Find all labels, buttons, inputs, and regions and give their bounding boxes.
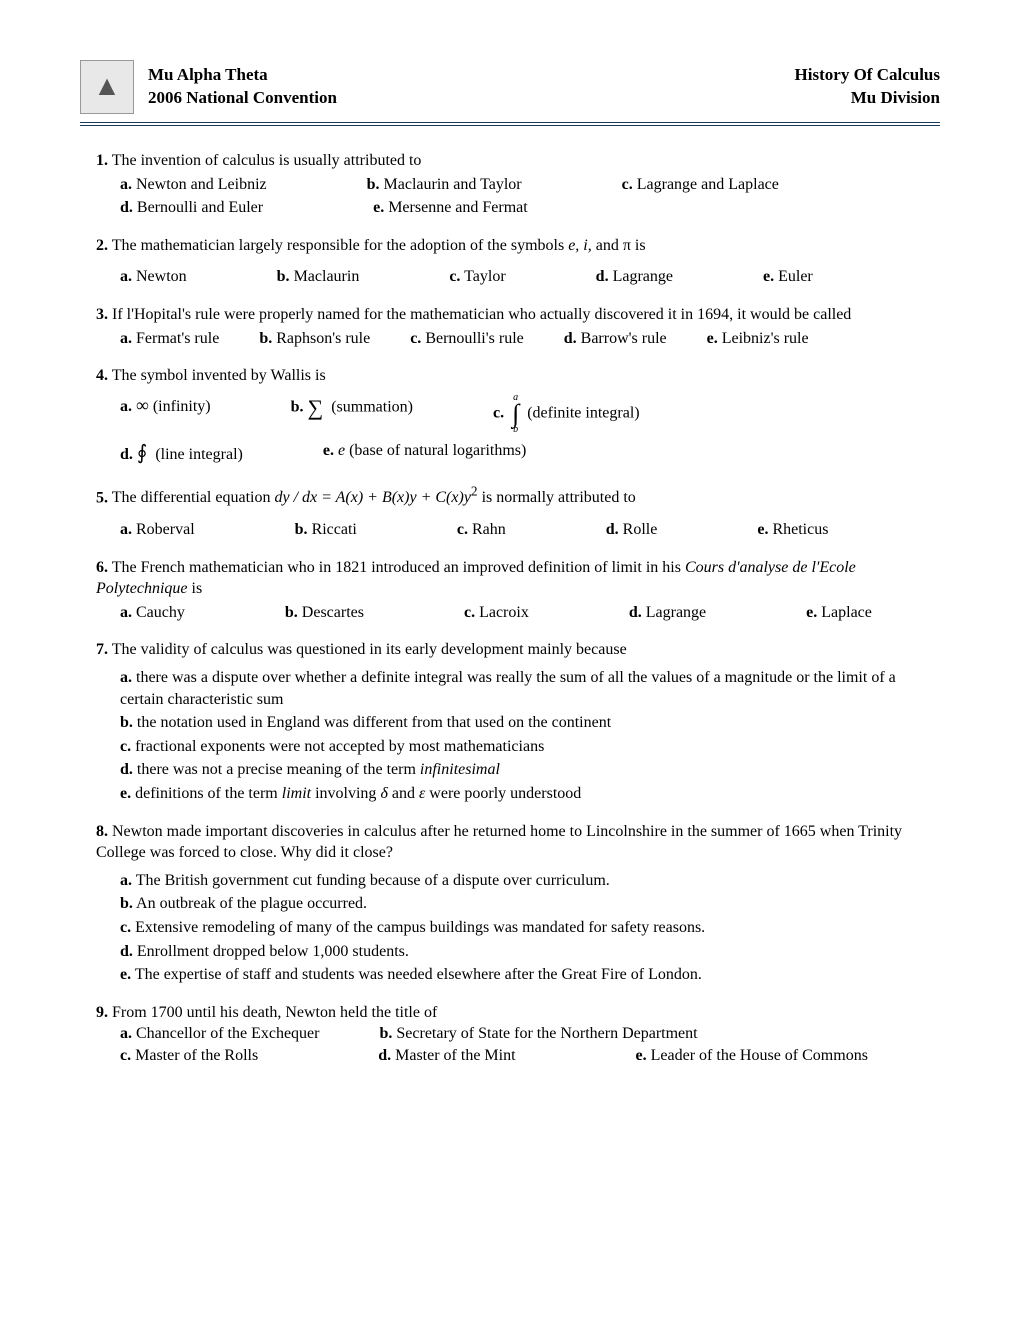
- q6-num: 6.: [96, 559, 108, 576]
- q9-row1: a. Chancellor of the Exchequer b. Secret…: [120, 1023, 940, 1045]
- q8-c: c. Extensive remodeling of many of the c…: [120, 917, 940, 939]
- q6-c: c. Lacroix: [464, 602, 529, 624]
- header-text: Mu Alpha Theta 2006 National Convention …: [148, 64, 940, 110]
- q7-c: c. fractional exponents were not accepte…: [120, 736, 940, 758]
- header-right: History Of Calculus Mu Division: [795, 64, 940, 110]
- q9-num: 9.: [96, 1004, 108, 1021]
- q4-stem: The symbol invented by Wallis is: [112, 367, 326, 384]
- q3-num: 3.: [96, 306, 108, 323]
- q1-stem: The invention of calculus is usually att…: [112, 152, 422, 169]
- q4-e: e. e (base of natural logarithms): [323, 440, 527, 467]
- q2-a: a. Newton: [120, 266, 187, 288]
- q8-d: d. Enrollment dropped below 1,000 studen…: [120, 941, 940, 963]
- q9-e: e. Leader of the House of Commons: [636, 1045, 868, 1067]
- q4-b: b. ∑ (summation): [291, 393, 413, 434]
- q4-a: a. ∞ (infinity): [120, 393, 211, 434]
- header-left: Mu Alpha Theta 2006 National Convention: [148, 64, 337, 110]
- q9-d: d. Master of the Mint: [378, 1045, 515, 1067]
- page-header: ▲ Mu Alpha Theta 2006 National Conventio…: [80, 60, 940, 126]
- logo-icon: ▲: [80, 60, 134, 114]
- test-title: History Of Calculus: [795, 64, 940, 87]
- q9-c: c. Master of the Rolls: [120, 1045, 258, 1067]
- q3-a: a. Fermat's rule: [120, 328, 219, 350]
- q5-d: d. Rolle: [606, 519, 658, 541]
- q5-c: c. Rahn: [457, 519, 506, 541]
- q3-b: b. Raphson's rule: [259, 328, 370, 350]
- q6-stem: The French mathematician who in 1821 int…: [96, 559, 856, 598]
- q2-c: c. Taylor: [449, 266, 505, 288]
- question-5: 5. The differential equation dy / dx = A…: [80, 483, 940, 541]
- q8-stem: Newton made important discoveries in cal…: [96, 823, 902, 862]
- q7-b: b. the notation used in England was diff…: [120, 712, 940, 734]
- question-8: 8. Newton made important discoveries in …: [80, 821, 940, 986]
- org-name: Mu Alpha Theta: [148, 64, 337, 87]
- q3-c: c. Bernoulli's rule: [410, 328, 524, 350]
- q1-e: e. Mersenne and Fermat: [373, 197, 528, 219]
- q4-d: d. ∮ (line integral): [120, 440, 243, 467]
- question-7: 7. The validity of calculus was question…: [80, 639, 940, 804]
- q3-options: a. Fermat's rule b. Raphson's rule c. Be…: [96, 328, 940, 350]
- q2-stem: The mathematician largely responsible fo…: [112, 237, 646, 254]
- q5-options: a. Roberval b. Riccati c. Rahn d. Rolle …: [96, 519, 940, 541]
- q8-num: 8.: [96, 823, 108, 840]
- event-name: 2006 National Convention: [148, 87, 337, 110]
- q9-a: a. Chancellor of the Exchequer: [120, 1023, 319, 1045]
- question-2: 2. The mathematician largely responsible…: [80, 235, 940, 288]
- division: Mu Division: [795, 87, 940, 110]
- q9-b: b. Secretary of State for the Northern D…: [379, 1023, 697, 1045]
- q3-d: d. Barrow's rule: [564, 328, 667, 350]
- q8-b: b. An outbreak of the plague occurred.: [120, 893, 940, 915]
- q4-row2: d. ∮ (line integral) e. e (base of natur…: [96, 440, 940, 467]
- q1-a: a. Newton and Leibniz: [120, 174, 267, 196]
- question-9: 9. From 1700 until his death, Newton hel…: [80, 1002, 940, 1067]
- q2-num: 2.: [96, 237, 108, 254]
- q3-e: e. Leibniz's rule: [707, 328, 809, 350]
- q1-c: c. Lagrange and Laplace: [622, 174, 779, 196]
- q7-a: a. there was a dispute over whether a de…: [120, 667, 940, 710]
- q2-b: b. Maclaurin: [277, 266, 360, 288]
- q1-num: 1.: [96, 152, 108, 169]
- integral-icon: a ∫ b: [512, 393, 519, 434]
- q7-options: a. there was a dispute over whether a de…: [96, 667, 940, 805]
- q8-options: a. The British government cut funding be…: [96, 870, 940, 986]
- q4-row1: a. ∞ (infinity) b. ∑ (summation) c. a ∫ …: [96, 393, 940, 434]
- q6-d: d. Lagrange: [629, 602, 706, 624]
- question-1: 1. The invention of calculus is usually …: [80, 150, 940, 219]
- q1-b: b. Maclaurin and Taylor: [367, 174, 522, 196]
- q6-a: a. Cauchy: [120, 602, 185, 624]
- q6-options: a. Cauchy b. Descartes c. Lacroix d. Lag…: [96, 602, 940, 624]
- q9-row2: c. Master of the Rolls d. Master of the …: [120, 1045, 940, 1067]
- q4-num: 4.: [96, 367, 108, 384]
- q9-options: a. Chancellor of the Exchequer b. Secret…: [96, 1023, 940, 1066]
- q5-b: b. Riccati: [295, 519, 357, 541]
- q1-d: d. Bernoulli and Euler: [120, 197, 263, 219]
- q3-stem: If l'Hopital's rule were properly named …: [112, 306, 851, 323]
- q2-e: e. Euler: [763, 266, 813, 288]
- q9-stem: From 1700 until his death, Newton held t…: [112, 1004, 437, 1021]
- q7-d: d. there was not a precise meaning of th…: [120, 759, 940, 781]
- q5-stem: The differential equation dy / dx = A(x)…: [112, 489, 636, 506]
- q1-options-2: d. Bernoulli and Euler e. Mersenne and F…: [96, 197, 940, 219]
- q7-stem: The validity of calculus was questioned …: [112, 641, 627, 658]
- q2-options: a. Newton b. Maclaurin c. Taylor d. Lagr…: [96, 266, 940, 288]
- q7-num: 7.: [96, 641, 108, 658]
- question-3: 3. If l'Hopital's rule were properly nam…: [80, 304, 940, 349]
- q4-c: c. a ∫ b (definite integral): [493, 393, 640, 434]
- q5-e: e. Rheticus: [757, 519, 828, 541]
- q1-options: a. Newton and Leibniz b. Maclaurin and T…: [96, 174, 940, 196]
- q8-e: e. The expertise of staff and students w…: [120, 964, 940, 986]
- question-4: 4. The symbol invented by Wallis is a. ∞…: [80, 365, 940, 467]
- q6-e: e. Laplace: [806, 602, 872, 624]
- q5-a: a. Roberval: [120, 519, 195, 541]
- q6-b: b. Descartes: [285, 602, 364, 624]
- q2-d: d. Lagrange: [596, 266, 673, 288]
- q8-a: a. The British government cut funding be…: [120, 870, 940, 892]
- q5-num: 5.: [96, 489, 108, 506]
- q7-e: e. definitions of the term limit involvi…: [120, 783, 940, 805]
- question-6: 6. The French mathematician who in 1821 …: [80, 557, 940, 624]
